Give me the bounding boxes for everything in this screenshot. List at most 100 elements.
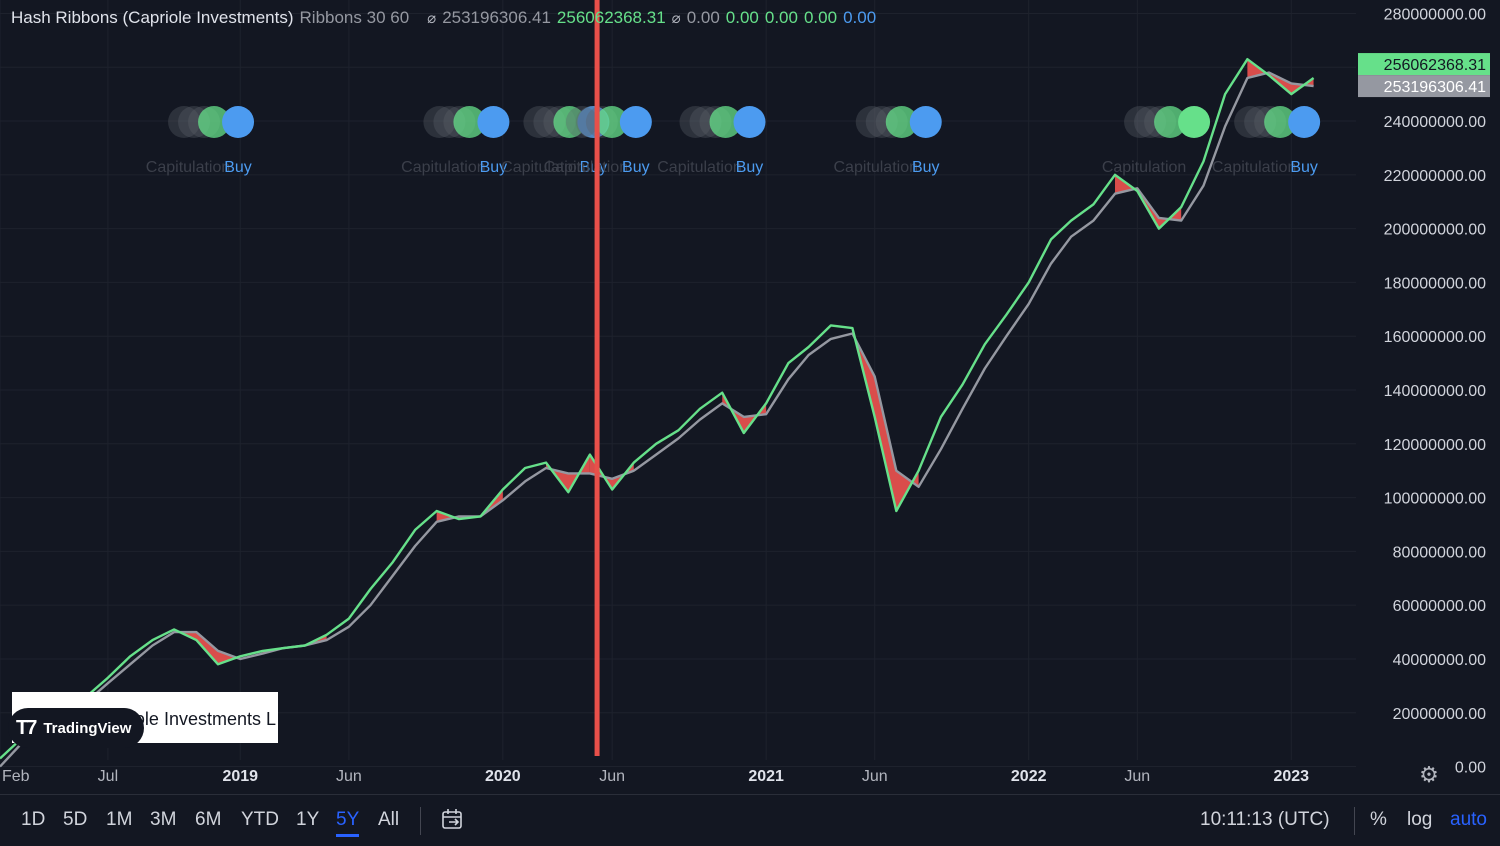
buy-label: Buy	[224, 159, 252, 176]
capitulation-band	[852, 328, 919, 512]
tradingview-badge[interactable]: T7 TradingView	[8, 708, 144, 748]
indicator-title[interactable]: Hash Ribbons (Capriole Investments)	[11, 8, 294, 27]
utc-clock[interactable]: 10:11:13 (UTC)	[1200, 809, 1330, 830]
ghost-dot	[523, 106, 556, 138]
buy-label: Buy	[736, 159, 764, 176]
range-1d-button[interactable]: 1D	[21, 809, 46, 830]
buy-label: Buy	[912, 159, 940, 176]
capitulation-label: Capitulation	[657, 159, 742, 176]
range-1y-button[interactable]: 1Y	[296, 809, 320, 830]
y-tick-label: 180000000.00	[1384, 275, 1486, 292]
percent-scale-button[interactable]: %	[1370, 809, 1387, 830]
indicator-params: Ribbons 30 60	[299, 8, 410, 27]
range-5d-button[interactable]: 5D	[63, 809, 88, 830]
capitulation-label: Capitulation	[501, 159, 586, 176]
x-tick-label: Jul	[98, 768, 118, 785]
chart-plot[interactable]: 280000000.00260000000.00240000000.002200…	[0, 0, 1500, 794]
ghost-dot	[565, 106, 598, 138]
capitulation-dot	[198, 106, 231, 138]
capitulation-band	[722, 392, 767, 434]
y-tick-label: 200000000.00	[1384, 222, 1486, 239]
capitulation-dot	[885, 106, 918, 138]
y-tick-label: 100000000.00	[1384, 491, 1486, 508]
buy-dot	[733, 106, 766, 138]
eye-off-icon[interactable]: ⌀	[671, 10, 681, 27]
capitulation-label: Capitulation	[146, 159, 231, 176]
log-scale-button[interactable]: log	[1407, 809, 1433, 830]
y-tick-label: 60000000.00	[1393, 598, 1487, 615]
indicator-value-5: 0.00	[764, 8, 798, 27]
buy-label: Buy	[480, 159, 508, 176]
tradingview-logo-icon: T7	[16, 716, 37, 739]
date-marker-line	[594, 0, 600, 756]
y-tick-label: 20000000.00	[1393, 706, 1487, 723]
indicator-value-slow: 253196306.41	[442, 8, 551, 27]
buy-label: Buy	[580, 159, 608, 176]
toolbar-divider	[420, 807, 421, 835]
x-tick-label: 2020	[485, 768, 521, 785]
bottom-toolbar: 1D 5D 1M 3M 6M YTD 1Y 5Y All 10:11:13 (U…	[0, 794, 1500, 846]
buy-label: Buy	[622, 159, 650, 176]
slow-price-label: 253196306.41	[1384, 79, 1486, 96]
fast-price-tag	[1358, 53, 1490, 76]
y-tick-label: 120000000.00	[1384, 437, 1486, 454]
range-6m-button[interactable]: 6M	[195, 809, 222, 830]
indicator-value-7: 0.00	[843, 8, 877, 27]
capitulation-dot	[453, 106, 486, 138]
y-tick-label: 80000000.00	[1393, 544, 1487, 561]
y-tick-label: 280000000.00	[1384, 6, 1486, 23]
gear-icon[interactable]: ⚙	[1419, 762, 1439, 787]
x-tick-label: Feb	[2, 768, 30, 785]
calendar-goto-icon[interactable]	[440, 807, 466, 833]
capitulation-label: Capitulation	[401, 159, 486, 176]
y-tick-label: 40000000.00	[1393, 652, 1487, 669]
indicator-value-6: 0.00	[803, 8, 838, 27]
ghost-dot	[855, 106, 888, 138]
range-1m-button[interactable]: 1M	[106, 809, 133, 830]
capitulation-band	[1247, 59, 1314, 95]
buy-dot	[619, 106, 652, 138]
range-all-button[interactable]: All	[378, 809, 400, 830]
toolbar-divider	[1354, 807, 1355, 835]
buy-dot	[909, 106, 942, 138]
buy-dot	[477, 106, 510, 138]
slow-price-tag	[1358, 75, 1490, 98]
capitulation-band	[174, 629, 241, 665]
x-tick-label: Jun	[862, 768, 888, 785]
capitulation-dot	[1178, 106, 1211, 138]
signal-marker: Capitulation	[1102, 106, 1211, 176]
x-tick-label: 2019	[222, 768, 258, 785]
capitulation-dot	[1154, 106, 1187, 138]
x-tick-label: 2021	[748, 768, 784, 785]
ghost-dot	[679, 106, 712, 138]
y-tick-label: 240000000.00	[1384, 114, 1486, 131]
y-tick-label: 0.00	[1455, 760, 1486, 777]
indicator-legend[interactable]: Hash Ribbons (Capriole Investments) Ribb…	[11, 6, 876, 30]
indicator-value-4: 0.00	[725, 8, 759, 27]
buy-dot	[222, 106, 255, 138]
range-5y-button[interactable]: 5Y	[336, 809, 360, 837]
x-tick-label: 2023	[1273, 768, 1309, 785]
buy-dot	[1288, 106, 1321, 138]
y-tick-label: 140000000.00	[1384, 383, 1486, 400]
auto-scale-button[interactable]: auto	[1450, 809, 1487, 830]
x-tick-label: 2022	[1011, 768, 1047, 785]
indicator-value-fast: 256062368.31	[556, 8, 666, 27]
tradingview-brand: TradingView	[43, 719, 132, 737]
ghost-dot	[423, 106, 456, 138]
fast-ma-line	[0, 58, 1315, 760]
x-tick-label: Jun	[1124, 768, 1150, 785]
range-ytd-button[interactable]: YTD	[241, 809, 279, 830]
range-3m-button[interactable]: 3M	[150, 809, 177, 830]
y-tick-label: 160000000.00	[1384, 329, 1486, 346]
y-tick-label: 220000000.00	[1384, 168, 1486, 185]
indicator-value-3: 0.00	[686, 8, 720, 27]
eye-off-icon[interactable]: ⌀	[427, 10, 437, 27]
ghost-dot	[168, 106, 201, 138]
capitulation-dot	[1264, 106, 1297, 138]
